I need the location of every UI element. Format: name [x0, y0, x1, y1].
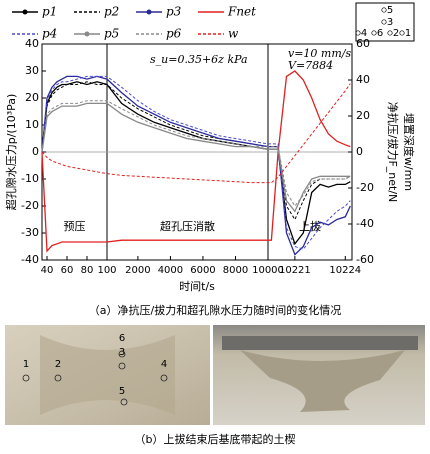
- soil-wedge: [40, 335, 175, 415]
- caption: （a）净抗压/拔力和超孔隙水压力随时间的变化情况: [89, 303, 341, 317]
- x-axis-label: 时间t/s: [179, 280, 215, 293]
- y2-tick-label: 20: [356, 109, 370, 122]
- y-tick-label: 40: [25, 37, 39, 50]
- sensor-label: 5: [387, 5, 393, 16]
- series-line: [41, 75, 351, 256]
- annotation: v=10 mm/s: [288, 47, 351, 60]
- y2-tick-label: 60: [356, 37, 370, 50]
- series-line: [41, 70, 351, 253]
- x-tick-label: 10000: [252, 265, 284, 276]
- legend-label: p1: [42, 5, 57, 19]
- legend-label: p6: [166, 27, 182, 41]
- y-tick-label: -20: [21, 199, 39, 212]
- x-tick-label: 40: [41, 265, 54, 276]
- y2-axis-label: 净抗压/拔力F_net/N: [386, 102, 400, 203]
- y-tick-label: 20: [25, 91, 39, 104]
- series-line: [41, 75, 351, 250]
- y-tick-label: -30: [21, 226, 39, 239]
- y-axis-label: 超孔隙水压力p/(10³Pa): [4, 94, 18, 211]
- photo-label: 1: [23, 359, 29, 370]
- y-tick-label: -40: [21, 253, 39, 266]
- series-line: [41, 102, 351, 213]
- y-tick-label: 30: [25, 64, 39, 77]
- photo-marker: [120, 398, 128, 406]
- x-tick-label: 80: [81, 265, 94, 276]
- legend-label: Fnet: [227, 5, 256, 19]
- sensor-label: 6: [377, 28, 383, 39]
- annotation: V=7884: [288, 59, 333, 72]
- legend-marker: [146, 9, 152, 15]
- x-tick-label: 10224: [329, 265, 361, 276]
- legend-label: w: [228, 27, 239, 41]
- sensor-label: 1: [405, 28, 411, 39]
- y2-axis-label: 埋置深度w/mm: [402, 113, 416, 191]
- panel-label: 预压: [64, 220, 86, 233]
- y2-tick-label: -60: [356, 253, 374, 266]
- caption: （b）上拔结束后基底带起的土楔: [135, 432, 296, 446]
- series-line: [41, 81, 351, 221]
- sensor-dot: [387, 30, 393, 36]
- y2-tick-label: 0: [356, 145, 363, 158]
- x-tick-label: 60: [61, 265, 74, 276]
- photo-label: 3: [119, 347, 125, 358]
- photo-label: 5: [119, 386, 125, 397]
- legend-marker: [22, 9, 28, 15]
- series-line: [41, 100, 351, 207]
- legend-label: p5: [104, 27, 119, 41]
- x-tick-label: 6000: [190, 265, 215, 276]
- sensor-label: 4: [361, 28, 367, 39]
- sensor-dot: [371, 30, 377, 36]
- photo-marker: [22, 374, 30, 382]
- photo-label: 6: [119, 333, 125, 344]
- annotation: s_u=0.35+6z kPa: [150, 53, 248, 66]
- legend-label: p2: [104, 5, 119, 19]
- x-tick-label: 10221: [279, 265, 311, 276]
- sensor-label: 2: [393, 28, 399, 39]
- soil-wedge: [240, 350, 405, 412]
- legend-label: p3: [166, 5, 182, 19]
- panel-label: 超孔压消散: [160, 219, 215, 233]
- y2-tick-label: -40: [356, 217, 374, 230]
- y-tick-label: 0: [32, 145, 39, 158]
- sensor-dot: [355, 30, 361, 36]
- y2-tick-label: -20: [356, 181, 374, 194]
- y-tick-label: 10: [25, 118, 39, 131]
- y2-tick-label: 40: [356, 73, 370, 86]
- photo-marker: [160, 374, 168, 382]
- sensor-dot: [399, 30, 405, 36]
- y-tick-label: -10: [21, 172, 39, 185]
- photo-marker: [118, 350, 126, 358]
- photo-marker: [118, 362, 126, 370]
- series-line: [41, 83, 351, 184]
- photo-marker: [54, 374, 62, 382]
- legend-label: p4: [42, 27, 57, 41]
- x-tick-label: 8000: [223, 265, 248, 276]
- sensor-dot: [381, 7, 387, 13]
- legend-marker: [84, 31, 90, 37]
- sensor-diagram: [355, 2, 415, 42]
- x-tick-label: 4000: [158, 265, 183, 276]
- photo-label: 4: [161, 359, 167, 370]
- x-tick-label: 100: [97, 265, 116, 276]
- x-tick-label: 2000: [125, 265, 150, 276]
- sensor-dot: [381, 19, 387, 25]
- photo-label: 2: [55, 359, 61, 370]
- sensor-label: 3: [387, 17, 393, 28]
- footing-plate: [222, 336, 418, 350]
